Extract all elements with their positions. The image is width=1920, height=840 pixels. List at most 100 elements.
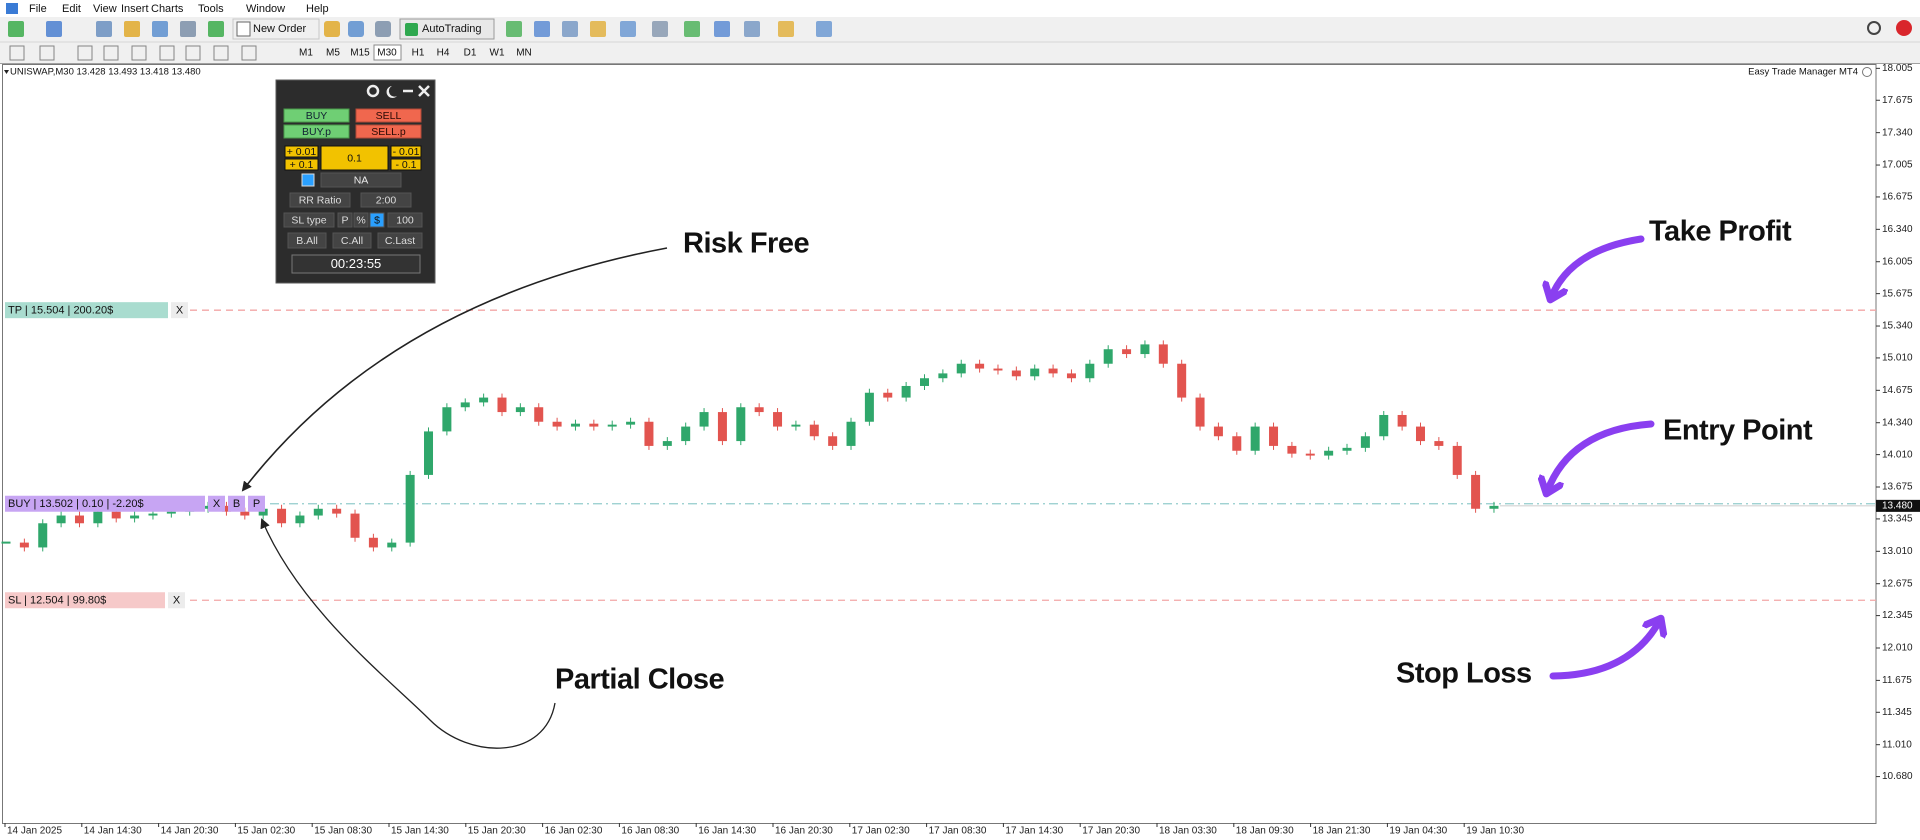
level-button[interactable] [168,592,185,609]
close-button-label[interactable]: B.All [296,235,318,247]
timeframe-button[interactable]: M15 [350,48,370,59]
menu-item[interactable]: View [93,3,117,15]
buy-pending-button[interactable] [283,124,350,139]
sl-value[interactable] [387,212,423,228]
rr-value-label[interactable]: 2:00 [376,194,397,206]
toolbar-icon[interactable] [652,21,668,37]
level-button-label[interactable]: B [233,498,240,510]
level-button[interactable] [171,302,188,319]
menu-item[interactable]: Insert [121,3,149,15]
drawing-tool[interactable] [213,45,229,61]
toolbar-icon[interactable] [562,21,578,37]
toolbar-icon[interactable] [152,21,168,37]
toolbar-icon[interactable] [375,21,391,37]
toolbar-icon[interactable] [124,21,140,37]
menu-item[interactable]: File [29,3,47,15]
toolbar-icon[interactable] [8,21,24,37]
sell-button-label[interactable]: SELL [376,110,402,122]
toolbar-icon[interactable] [348,21,364,37]
timeframe-button[interactable]: D1 [464,48,477,59]
menu-item[interactable]: Help [306,3,329,15]
toolbar-icon[interactable] [778,21,794,37]
drawing-tool[interactable] [159,45,175,61]
notification-icon[interactable] [1896,20,1912,36]
timer-label[interactable]: 00:23:55 [331,256,382,271]
sl-type-label-label[interactable]: SL type [291,214,326,226]
toolbar-icon[interactable] [620,21,636,37]
menu-item[interactable]: Edit [62,3,81,15]
sl-type-option-label[interactable]: % [356,214,365,226]
level-button-label[interactable]: X [173,595,181,607]
toolbar-icon[interactable] [46,21,62,37]
lot-plus-button-label[interactable]: + 0.1 [290,159,314,171]
sl-type-option-label[interactable]: P [341,214,348,226]
toolbar-icon[interactable] [180,21,196,37]
drawing-tool[interactable] [241,45,257,61]
panel-theme[interactable] [386,86,397,98]
level-button[interactable] [248,495,265,512]
toolbar-icon[interactable] [816,21,832,37]
toolbar-icon[interactable] [714,21,730,37]
mode-field[interactable] [320,172,402,188]
menu-item[interactable]: Window [246,3,285,15]
timeframe-button[interactable]: M5 [326,48,340,59]
drawing-tool[interactable] [185,45,201,61]
timeframe-button[interactable]: MN [516,48,532,59]
toolbar-icon[interactable] [590,21,606,37]
drawing-tool[interactable] [39,45,55,61]
timeframe-button[interactable]: H1 [412,48,425,59]
close-button-label[interactable]: C.Last [385,235,415,247]
mode-field-label[interactable]: NA [354,174,369,186]
sl-type-option-label[interactable]: $ [374,214,380,226]
new-order-button[interactable] [232,18,320,40]
lot-minus-button[interactable] [390,158,422,171]
level-button[interactable] [208,495,225,512]
toolbar-icon[interactable] [208,21,224,37]
sl-type-option[interactable] [369,212,385,228]
close-button[interactable] [332,232,372,249]
lot-input-label[interactable]: 0.1 [347,152,362,164]
new-order-label[interactable]: New Order [253,23,307,35]
drawing-tool[interactable] [9,45,25,61]
timeframe-button[interactable]: H4 [437,48,450,59]
autotrading-button[interactable] [399,18,495,40]
search-icon[interactable] [1867,21,1881,35]
timer[interactable] [291,254,421,274]
buy-button-label[interactable]: BUY [306,110,328,122]
toolbar-icon[interactable] [506,21,522,37]
timeframe-button[interactable]: M30 [377,48,397,59]
level-label-box[interactable] [5,592,165,609]
level-label[interactable]: SL | 12.504 | 99.80$ [8,595,106,607]
level-button[interactable] [228,495,245,512]
sl-type-label[interactable] [283,212,335,228]
close-button-label[interactable]: C.All [341,235,363,247]
toolbar-icon[interactable] [324,21,340,37]
buy-pending-button-label[interactable]: BUY.p [302,126,331,138]
toolbar-icon[interactable] [96,21,112,37]
mode-checkbox[interactable] [301,173,315,187]
level-label[interactable]: BUY | 13.502 | 0.10 | -2.20$ [8,498,144,510]
sell-pending-button-label[interactable]: SELL.p [371,126,406,138]
menu-item[interactable]: Tools [198,3,224,15]
drawing-tool[interactable] [103,45,119,61]
toolbar-icon[interactable] [684,21,700,37]
lot-minus-button-label[interactable]: - 0.1 [395,159,416,171]
level-label[interactable]: TP | 15.504 | 200.20$ [8,305,113,317]
toolbar-icon[interactable] [534,21,550,37]
toolbar-icon[interactable] [744,21,760,37]
lot-plus-button[interactable] [284,158,319,171]
lot-minus-button-label[interactable]: - 0.01 [393,146,420,158]
autotrading-label[interactable]: AutoTrading [422,23,482,35]
lot-plus-button[interactable] [284,145,319,158]
close-button[interactable] [377,232,423,249]
drawing-tool[interactable] [131,45,147,61]
close-button[interactable] [287,232,327,249]
sl-type-option[interactable] [337,212,353,228]
lot-input[interactable] [320,145,389,171]
rr-label[interactable] [289,192,351,208]
rr-value[interactable] [360,192,412,208]
rr-label-label[interactable]: RR Ratio [299,194,342,206]
sl-value-label[interactable]: 100 [396,214,414,226]
panel-close[interactable] [418,85,430,97]
panel-settings[interactable] [366,84,380,98]
